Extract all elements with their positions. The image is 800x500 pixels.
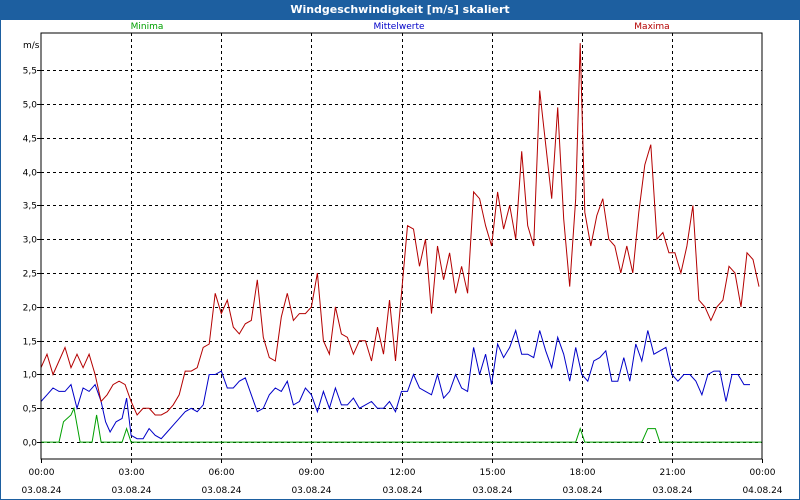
y-tick-label: 0,5 [23,405,37,415]
x-tick-time-label: 03:00 [119,468,145,478]
y-tick-label: 1,0 [23,371,38,381]
x-axis: 00:00 03.08.24 03:00 03.08.24 06:00 03.08.24 0… [21,459,783,496]
x-tick-date-label: 03.08.24 [382,486,422,496]
y-tick-label: 3,0 [23,236,38,246]
x-tick-time-label: 09:00 [299,468,325,478]
window-title: Windgeschwindigkeit [m/s] skaliert [1,1,799,20]
x-tick-time-label: 00:00 [750,468,776,478]
plot-frame [40,32,763,460]
x-tick-date-label: 03.08.24 [472,486,512,496]
series-line-maxima [40,43,760,416]
series-line-mittelwerte [40,328,750,440]
y-tick-label: 1,5 [23,338,37,348]
series-lines [40,43,762,443]
x-tick-time-label: 15:00 [480,468,506,478]
x-tick-time-label: 00:00 [29,468,55,478]
legend-item-minima: Minima [131,22,164,32]
y-tick-label: 4,0 [23,169,38,179]
y-axis-label: m/s [23,41,40,51]
wind-speed-chart: 0,00,51,01,52,02,53,03,54,04,55,05,5m/s … [21,22,783,496]
legend-item-mittelwerte: Mittelwerte [373,22,424,32]
x-tick-date-label: 03.08.24 [291,486,331,496]
x-tick-time-label: 21:00 [660,468,686,478]
x-tick-date-label: 03.08.24 [201,486,241,496]
y-tick-label: 5,0 [23,101,38,111]
grid-lines [41,33,762,459]
y-tick-label: 4,5 [23,135,37,145]
x-tick-time-label: 12:00 [390,468,416,478]
y-axis: 0,0 0,5 1,0 1,5 2,0 2,5 3,0 3,5 4,0 4,5 5,0 5,5 m/s [23,41,41,449]
y-tick-label: 2,5 [23,270,37,280]
x-tick-time-label: 18:00 [570,468,596,478]
x-tick-date-label: 03.08.24 [652,486,692,496]
y-tick-label: 3,5 [23,202,37,212]
legend: Minima Mittelwerte Maxima [131,22,670,32]
x-tick-date-label: 03.08.24 [562,486,602,496]
y-tick-label: 2,0 [23,304,38,314]
x-tick-date-label: 03.08.24 [111,486,151,496]
y-tick-label: 5,5 [23,67,37,77]
series-line-minima [41,406,762,443]
x-tick-date-label: 03.08.24 [21,486,61,496]
x-tick-time-label: 06:00 [209,468,235,478]
x-tick-date-label: 04.08.24 [742,486,782,496]
legend-item-maxima: Maxima [634,22,669,32]
y-tick-label: 0,0 [23,439,38,449]
